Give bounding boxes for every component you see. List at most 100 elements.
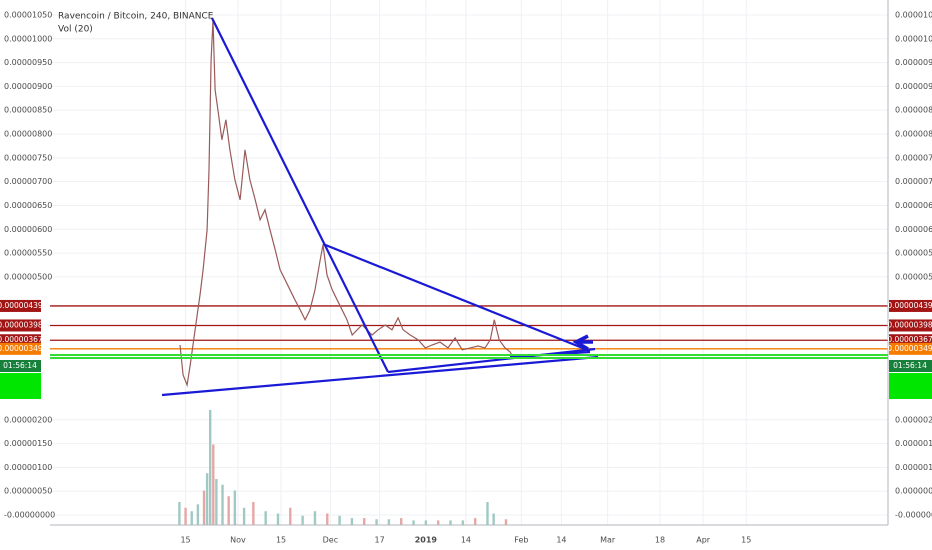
level-box	[889, 342, 932, 355]
volume-bar	[212, 444, 215, 525]
y-tick-label: 0.00000850	[4, 106, 52, 115]
y-tick-label: 0.00000050	[4, 487, 52, 496]
trendline	[211, 17, 389, 373]
volume-bar	[363, 518, 366, 525]
volume-bar	[233, 490, 237, 525]
y-tick-label: 0.00000550	[4, 249, 52, 258]
y-tick-label: 0.00000200	[4, 415, 52, 424]
volume-bar	[436, 520, 440, 525]
volume-bar	[202, 490, 206, 525]
y-tick-label: 0.00000700	[895, 177, 932, 186]
countdown-box	[889, 360, 932, 372]
volume-bar	[264, 511, 267, 525]
y-tick-label: 0.00000900	[4, 82, 52, 91]
x-tick-label: 15	[276, 536, 286, 545]
level-label: 0.00000349	[887, 344, 932, 353]
y-tick-label: 0.00000150	[4, 439, 52, 448]
x-tick-label: Mar	[600, 536, 616, 545]
volume-bar	[375, 519, 378, 525]
volume-bar	[449, 520, 452, 525]
level-box	[0, 299, 41, 312]
green-label-box	[0, 373, 41, 399]
volume-bar	[461, 520, 465, 525]
y-tick-label: 0.00000950	[895, 58, 932, 67]
trendline	[161, 355, 599, 397]
volume-bar	[492, 513, 495, 525]
volume-bar	[387, 519, 391, 525]
volume-bar	[184, 507, 187, 525]
countdown: 01:56:14	[3, 361, 37, 370]
volume-bar	[424, 520, 428, 525]
level-label: 0.00000349	[0, 344, 43, 353]
volume-bar	[196, 504, 200, 525]
y-tick-label: -0.00000000	[895, 511, 932, 520]
level-box	[889, 299, 932, 312]
volume-bar	[486, 502, 489, 525]
y-tick-label: 0.00000650	[4, 201, 52, 210]
axis-labels: 0.00001050 0.00001050 0.00001000 0.00001000…	[0, 11, 932, 545]
y-tick-label: 0.00000800	[4, 130, 52, 139]
y-tick-label: 0.00000650	[895, 201, 932, 210]
y-tick-label: 0.00000900	[895, 82, 932, 91]
level-box	[889, 319, 932, 332]
volume-bar	[301, 515, 304, 525]
countdown: 01:56:14	[893, 361, 927, 370]
grid	[50, 0, 888, 525]
volume-bar	[338, 515, 341, 525]
trendline	[322, 242, 591, 353]
y-tick-label: 0.00000500	[4, 272, 52, 281]
level-box	[0, 319, 41, 332]
y-tick-label: 0.00000600	[4, 225, 52, 234]
volume-bar	[215, 479, 218, 525]
y-tick-label: 0.00000050	[895, 487, 932, 496]
x-tick-label: 14	[556, 536, 566, 545]
symbol-title: Ravencoin / Bitcoin, 240, BINANCE	[58, 12, 214, 22]
green-label-box	[889, 373, 932, 399]
x-tick-label: 15	[741, 536, 751, 545]
volume-bar	[289, 507, 292, 525]
volume-bar	[313, 511, 317, 525]
x-tick-label: 18	[655, 536, 665, 545]
arrow	[572, 334, 593, 351]
y-tick-label: 0.00000700	[4, 177, 52, 186]
volume-bar	[504, 519, 508, 525]
level-label: 0.00000367	[0, 335, 43, 344]
y-tick-label: 0.00000950	[4, 58, 52, 67]
volume-bar	[252, 502, 255, 525]
x-tick-label: 14	[461, 536, 471, 545]
x-tick-label: Nov	[230, 536, 246, 545]
volume-bar	[209, 410, 212, 525]
y-tick-label: 0.00000800	[895, 130, 932, 139]
countdown-box	[0, 360, 41, 372]
x-tick-label: Apr	[696, 536, 711, 545]
y-tick-label: 0.00001000	[895, 34, 932, 43]
y-tick-label: 0.00000750	[4, 153, 52, 162]
marks	[50, 19, 888, 525]
y-tick-label: 0.00000100	[4, 463, 52, 472]
indicator-label: Vol (20)	[58, 25, 93, 35]
volume-bar	[276, 513, 280, 525]
level-label: 0.00000439	[887, 301, 932, 310]
x-tick-label: Feb	[514, 536, 528, 545]
green-line	[50, 357, 888, 359]
y-tick-label: 0.00000100	[895, 463, 932, 472]
x-tick-label: 15	[180, 536, 190, 545]
volume-bar	[412, 520, 415, 525]
y-tick-label: 0.00000750	[895, 153, 932, 162]
y-tick-label: 0.00000850	[895, 106, 932, 115]
y-tick-label: 0.00000200	[895, 415, 932, 424]
price-line	[179, 19, 513, 388]
y-tick-label: 0.00000150	[895, 439, 932, 448]
volume-bar	[178, 502, 181, 525]
green-line	[50, 354, 888, 356]
volume-bar	[326, 513, 329, 525]
x-tick-label: Dec	[323, 536, 338, 545]
x-tick-label: 17	[375, 536, 385, 545]
y-tick-label: 0.00001000	[4, 34, 52, 43]
y-tick-label: 0.00000600	[895, 225, 932, 234]
volume-bar	[227, 496, 230, 525]
volume-bar	[221, 484, 224, 525]
level-label: 0.00000439	[0, 301, 43, 310]
level-label: 0.00000398	[0, 320, 43, 329]
